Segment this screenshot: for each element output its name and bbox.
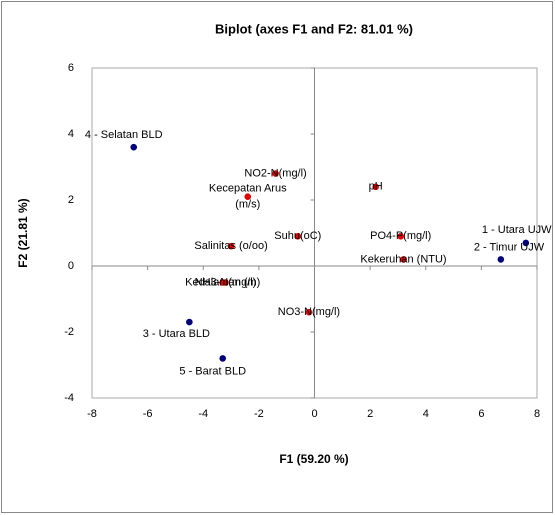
point-label: pH [369, 181, 383, 193]
x-tick-label: -4 [198, 408, 208, 420]
point-label: Salinitas (o/oo) [194, 240, 267, 252]
y-tick-label: -4 [64, 392, 74, 404]
point [305, 308, 313, 316]
point-label: 3 - Utara BLD [143, 328, 210, 340]
point-label: Suhu(oC) [274, 230, 321, 242]
y-axis-title: F2 (21.81 %) [16, 198, 30, 267]
x-tick-label: -6 [143, 408, 153, 420]
point [397, 233, 405, 240]
x-tick-label: 0 [311, 408, 317, 420]
point-label: PO4-P(mg/l) [370, 230, 431, 242]
y-tick-label: -2 [64, 326, 74, 338]
point [272, 170, 279, 177]
x-axis-title: F1 (59.20 %) [279, 452, 348, 466]
point [400, 256, 407, 263]
point-label: 4 - Selatan BLD [85, 129, 163, 141]
point [497, 256, 505, 263]
point [186, 318, 193, 326]
x-tick-label: 4 [423, 408, 429, 420]
point [227, 242, 235, 250]
x-tick-label: 8 [534, 408, 540, 420]
point [522, 239, 530, 247]
point-label: Kecepatan Arus (m/s) [209, 183, 287, 211]
point-label: NO3-N(mg/l) [278, 306, 340, 318]
x-tick-label: 6 [478, 408, 484, 420]
x-tick-label: 2 [367, 408, 373, 420]
point [130, 143, 138, 151]
chart-title: Biplot (axes F1 and F2: 81.01 %) [215, 21, 413, 36]
point-label: Kedalaman (m) [185, 276, 260, 288]
point-label: Kekeruhan (NTU) [360, 253, 446, 265]
point [219, 279, 227, 286]
y-tick-label: 4 [68, 128, 74, 140]
point-label: 1 - Utara UJW [482, 224, 552, 236]
point-label: 5 - Barat BLD [179, 365, 246, 377]
x-tick-label: -8 [87, 408, 97, 420]
point [219, 355, 227, 362]
point [372, 183, 379, 191]
y-tick-label: 0 [68, 260, 74, 272]
y-tick-label: 6 [68, 62, 74, 74]
point [294, 233, 302, 240]
point-label: NO2-N(mg/l) [244, 168, 306, 180]
point [244, 193, 252, 200]
y-tick-label: 2 [68, 194, 74, 206]
x-tick-label: -2 [254, 408, 264, 420]
point-label: 2 - Timur UJW [474, 241, 545, 253]
